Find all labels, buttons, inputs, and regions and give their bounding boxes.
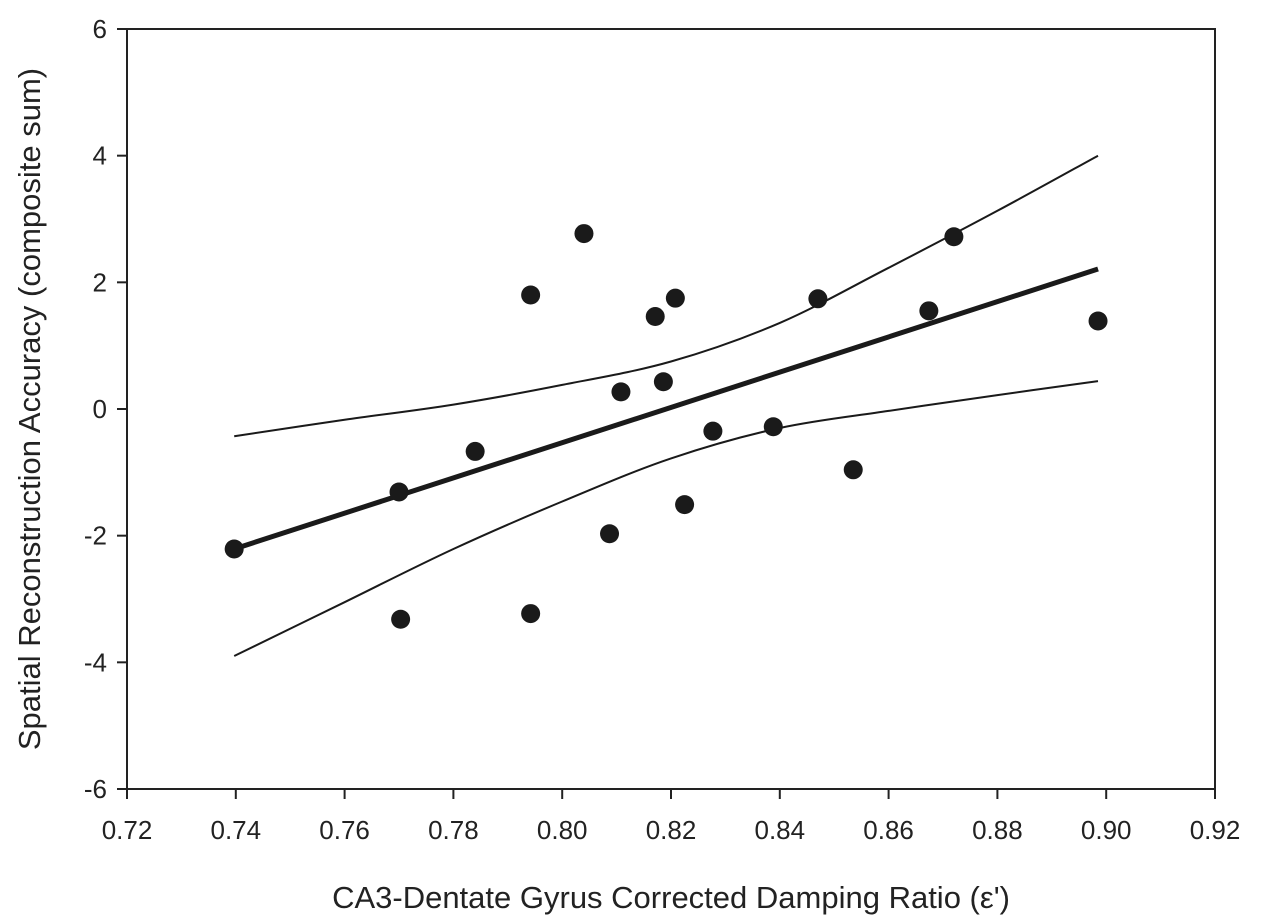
x-axis: 0.72 0.74 0.76 0.78 0.80 0.82 0.84 0.86 0.88 0.90… [102,789,1241,845]
data-point [391,609,411,629]
data-point [224,539,244,559]
data-point [653,372,673,392]
x-tick-label: 0.74 [210,815,261,845]
y-tick-label: 6 [93,14,107,44]
data-point [763,417,783,437]
data-point [1088,311,1108,331]
x-tick-label: 0.92 [1190,815,1241,845]
confidence-band [233,154,1099,657]
data-point [944,227,964,247]
y-tick-label: 4 [93,141,107,171]
y-tick-label: 2 [93,267,107,297]
x-tick-label: 0.88 [972,815,1023,845]
x-tick-label: 0.90 [1081,815,1132,845]
data-point [843,460,863,480]
data-points [224,224,1108,629]
data-point [675,495,695,515]
data-point [521,285,541,305]
data-point [808,289,828,309]
y-axis: -6 -4 -2 0 2 4 6 [84,14,127,804]
data-point [665,288,685,308]
data-point [611,382,631,402]
x-tick-label: 0.72 [102,815,153,845]
confidence-lower-line [233,380,1099,657]
data-point [389,482,409,502]
data-point [600,524,620,544]
data-point [521,604,541,624]
confidence-upper-line [234,154,1099,438]
y-tick-label: 0 [93,394,107,424]
data-point [919,301,939,321]
x-tick-label: 0.86 [863,815,914,845]
data-point [645,307,665,327]
x-tick-label: 0.78 [428,815,479,845]
y-tick-label: -4 [84,647,107,677]
x-tick-label: 0.82 [646,815,697,845]
data-point [574,224,594,244]
data-point [703,421,723,441]
y-tick-label: -2 [84,521,107,551]
y-tick-label: -6 [84,774,107,804]
x-axis-title: CA3-Dentate Gyrus Corrected Damping Rati… [332,880,1010,915]
regression-line-group [233,266,1099,552]
x-tick-label: 0.76 [319,815,370,845]
data-point [465,441,485,461]
x-tick-label: 0.84 [754,815,805,845]
regression-line [233,266,1099,552]
x-tick-label: 0.80 [537,815,588,845]
y-axis-title: Spatial Reconstruction Accuracy (composi… [12,68,47,750]
